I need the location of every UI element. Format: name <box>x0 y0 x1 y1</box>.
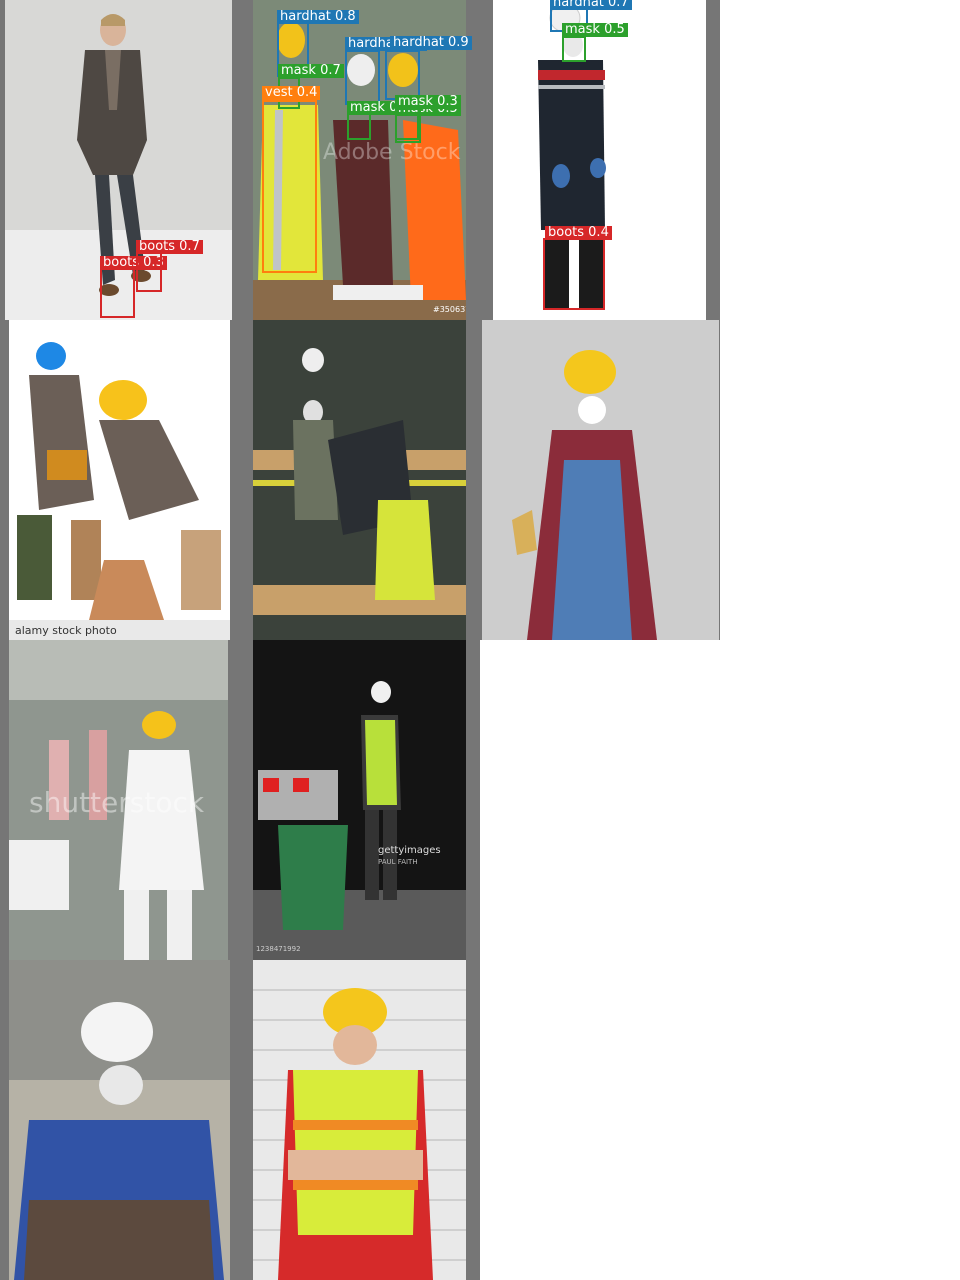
tile-9: hardhat 0.7 mask 0.5 mask 0.5 <box>0 960 240 1280</box>
watermark-alamy: alamy stock photo <box>15 624 117 637</box>
detection-label: mask 0.5 <box>562 23 628 37</box>
detection-label: boots 0.4 <box>545 226 612 240</box>
watermark-adobe: Adobe Stock <box>323 140 460 165</box>
detection-label: mask 0.3 <box>395 95 461 109</box>
detection-box <box>562 36 586 62</box>
photo-street-worker-with-bin: gettyimages PAUL FAITH 1238471992 <box>253 640 466 960</box>
detection-label: hardhat 0.7 <box>550 0 632 10</box>
detection-box <box>395 108 421 143</box>
detection-label: hardhat 0.9 <box>390 36 472 50</box>
detection-label: boots 0.7 <box>136 240 203 254</box>
watermark-getty-id: 1238471992 <box>256 945 301 953</box>
detection-label: hardhat 0.8 <box>277 10 359 24</box>
photo-woman-in-overalls <box>482 320 719 640</box>
detection-box <box>345 50 380 105</box>
watermark-adobe-id: #350637432 <box>433 305 466 314</box>
tile-3: hardhat 0.7 mask 0.5 boots 0.4 <box>480 0 720 320</box>
tile-2: Adobe Stock #350637432 hardhat 0.8 hardh… <box>240 0 480 320</box>
detection-label: mask 0.7 <box>278 64 344 78</box>
watermark-shutterstock: shutterstock <box>29 786 204 819</box>
tile-7: shutterstock hardhat 0.3 mask 0.4 <box>0 640 240 960</box>
tile-4: alamy stock photo hardhat 0.5 hardhat 0.… <box>0 320 240 640</box>
detection-label: vest 0.4 <box>262 86 320 100</box>
photo-two-workers-bending: alamy stock photo <box>9 320 230 640</box>
photo-worker-in-safety-vest <box>253 960 466 1280</box>
detection-box <box>543 238 605 310</box>
tile-8: gettyimages PAUL FAITH 1238471992 hardha… <box>240 640 480 960</box>
photo-workers-behind-fence <box>253 320 466 640</box>
tile-10: hardhat 0.8 vest 0.7 <box>240 960 480 1280</box>
tile-6: hardhat 0.6 mask 0.8 <box>480 320 720 640</box>
detection-box <box>262 100 317 273</box>
watermark-getty-credit: PAUL FAITH <box>378 858 418 866</box>
tile-1: boots 0.3 boots 0.7 <box>0 0 240 320</box>
detection-box <box>347 113 371 140</box>
detection-box <box>385 50 420 100</box>
tile-5: mask 0.6 mask 0.6 vest 0.5 <box>240 320 480 640</box>
photo-worker-with-respirator <box>9 960 230 1280</box>
watermark-getty: gettyimages <box>378 845 441 856</box>
photo-meat-factory-worker: shutterstock <box>9 640 228 960</box>
